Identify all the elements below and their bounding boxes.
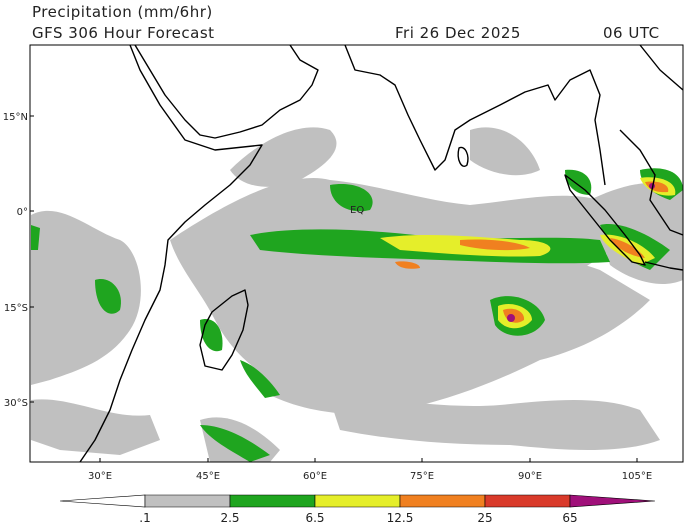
lon-label: 60°E xyxy=(303,471,327,482)
date: Fri 26 Dec 2025 xyxy=(395,24,521,42)
title: Precipitation (mm/6hr) xyxy=(32,3,213,21)
lon-label: 105°E xyxy=(622,471,652,482)
lon-label: 75°E xyxy=(410,471,434,482)
lat-label: 15°N xyxy=(3,112,28,123)
subtitle: GFS 306 Hour Forecast xyxy=(32,24,215,42)
colorbar-label: 25 xyxy=(477,511,492,525)
time: 06 UTC xyxy=(603,24,660,42)
lat-label: 30°S xyxy=(4,398,28,409)
equator-label: EQ xyxy=(350,205,364,216)
colorbar-label: .1 xyxy=(139,511,150,525)
colorbar-segment xyxy=(59,494,146,508)
coastlines xyxy=(79,44,684,463)
colorbar-segment xyxy=(314,494,401,508)
colorbar-label: 65 xyxy=(562,511,577,525)
colorbar-segment xyxy=(569,494,656,508)
precip-field xyxy=(31,127,683,462)
colorbar-segment xyxy=(399,494,486,508)
lat-label: 0° xyxy=(17,207,28,218)
colorbar-segment xyxy=(229,494,316,508)
lat-label: 15°S xyxy=(4,303,28,314)
lon-label: 90°E xyxy=(518,471,542,482)
lon-label: 45°E xyxy=(196,471,220,482)
lon-label: 30°E xyxy=(88,471,112,482)
colorbar-label: 12.5 xyxy=(387,511,414,525)
colorbar-segment xyxy=(144,494,231,508)
map-frame xyxy=(29,44,684,463)
colorbar-segment xyxy=(484,494,571,508)
colorbar-label: 2.5 xyxy=(220,511,239,525)
colorbar-label: 6.5 xyxy=(305,511,324,525)
